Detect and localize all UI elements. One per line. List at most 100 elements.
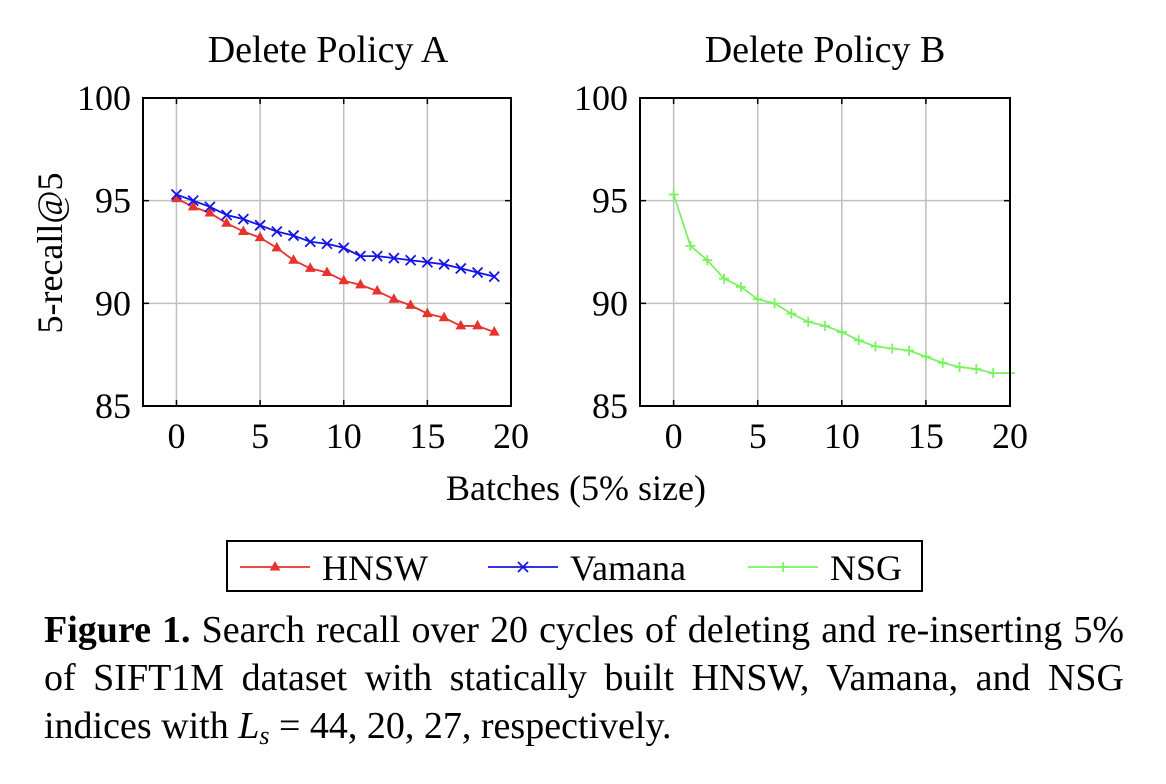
data-point-marker [405,299,416,309]
plot-frame [639,97,1011,407]
data-point-marker [204,201,216,213]
marker-stroke [421,256,434,268]
chart-delete-policy-b: Delete Policy B 0 5 10 15 20 85 90 95 100 [574,29,1028,456]
data-point-marker [187,195,199,207]
data-point-marker [187,200,199,211]
legend-label: NSG [830,548,902,588]
data-point-marker [321,266,333,277]
marker-stroke [170,188,183,201]
marker-stroke [287,229,300,242]
chart-delete-policy-a: Delete Policy A 5-recall@5 0 5 10 15 20 85 90 9… [30,29,529,456]
y-tick-label: 85 [592,386,628,426]
data-point-marker [778,562,788,572]
data-point-marker [668,189,679,200]
data-point-marker [422,307,433,318]
chart-title: Delete Policy B [705,29,946,71]
legend-item-hnsw: HNSW [240,548,428,588]
data-point-marker [752,294,763,305]
y-tick-label: 95 [592,181,628,221]
data-point-marker [488,271,500,283]
x-axis-label: Batches (5% size) [446,468,706,508]
series-vamana [170,188,500,283]
x-tick-label: 15 [409,416,445,456]
marker-stroke [488,271,500,283]
chart-title: Delete Policy A [208,29,449,71]
data-point-marker [271,241,283,252]
data-point-marker [803,316,814,327]
caption-text-end: = 44, 20, 27, respectively. [278,705,672,747]
caption-label: Figure 1. [44,609,191,651]
data-point-marker [836,327,847,338]
marker-stroke [321,238,333,250]
x-tick-label: 20 [493,416,529,456]
data-point-marker [488,326,500,336]
x-tick-label: 0 [167,416,185,456]
legend-item-vamana: Vamana [488,548,686,588]
marker-stroke [271,225,283,238]
caption-symbol: L [238,705,260,747]
x-tick-label: 20 [992,416,1028,456]
data-point-marker [853,335,864,346]
x-tick-label: 0 [665,416,683,456]
data-point-marker [702,255,713,266]
x-tick-label: 5 [251,416,269,456]
data-point-marker [388,293,400,303]
marker-stroke [388,252,400,264]
data-point-marker [304,262,316,272]
marker-stroke [220,209,233,221]
data-point-marker [517,561,529,573]
legend-label: Vamana [570,548,686,588]
marker-stroke [404,254,417,266]
data-point-marker [820,320,830,331]
legend-item-nsg: NSG [748,548,902,588]
y-axis-label: 5-recall@5 [30,172,70,333]
marker-stroke [371,250,383,262]
data-point-marker [254,219,266,231]
data-point-marker [220,209,233,221]
x-tick-label: 10 [824,416,860,456]
data-point-marker [404,254,417,266]
data-point-marker [237,213,250,225]
data-point-marker [769,298,780,309]
data-point-marker [170,188,183,201]
figure-caption: Figure 1. Search recall over 20 cycles o… [44,606,1124,750]
data-point-marker [338,274,350,285]
data-point-marker [371,284,383,295]
y-tick-label: 95 [95,181,131,221]
data-point-marker [355,278,366,289]
marker-stroke [187,195,199,207]
marker-stroke [354,250,367,262]
legend-label: HNSW [322,548,428,588]
plot-frame [142,97,512,407]
series-hnsw [171,192,500,336]
data-point-marker [438,311,450,322]
data-point-marker [438,258,450,270]
marker-stroke [471,266,484,279]
y-tick-label: 100 [77,78,131,118]
x-tick-label: 15 [908,416,944,456]
marker-stroke [304,236,316,248]
data-point-marker [338,242,350,254]
data-point-marker [388,252,400,264]
series-line [176,193,495,278]
data-point-marker [887,343,898,354]
marker-stroke [438,258,450,270]
data-point-marker [685,240,696,251]
data-point-marker [238,225,249,235]
marker-stroke [517,561,529,573]
data-point-marker [920,351,931,362]
data-point-marker [971,364,982,375]
data-point-marker [472,319,483,330]
data-point-marker [221,217,232,227]
legend-box [226,540,923,592]
y-tick-label: 100 [574,78,628,118]
data-point-marker [288,254,299,264]
data-point-marker [786,308,797,319]
marker-stroke [338,242,350,254]
data-point-marker [254,231,266,242]
marker-stroke [254,219,266,231]
caption-text: Search recall over 20 cycles of deleting… [44,609,1125,747]
legend: HNSW Vamana NSG [226,540,923,592]
data-point-marker [421,256,434,268]
data-point-marker [988,368,999,379]
